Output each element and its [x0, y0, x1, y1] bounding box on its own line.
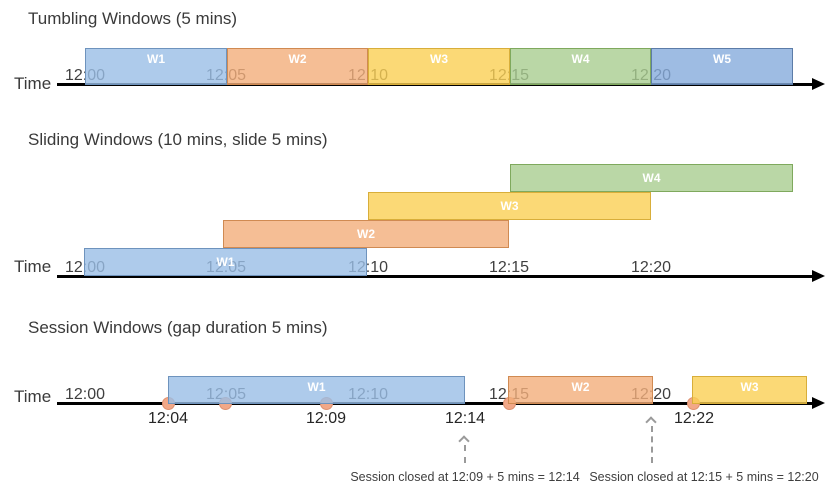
tick-label: 12:00 — [64, 386, 106, 403]
window-label: W1 — [216, 255, 235, 269]
window-label: W1 — [147, 52, 165, 66]
window-w4: W4 — [510, 48, 651, 85]
window-label: W2 — [288, 52, 307, 66]
window-w3: W3 — [692, 376, 807, 404]
timeline — [57, 275, 812, 278]
window-label: W3 — [740, 380, 759, 394]
window-label: W4 — [571, 52, 590, 66]
time-axis-label: Time — [14, 387, 52, 406]
window-w1: W1 — [168, 376, 465, 404]
window-label: W2 — [357, 227, 375, 241]
annotation-text: Session closed at 12:09 + 5 mins = 12:14 — [350, 470, 580, 484]
window-w2: W2 — [508, 376, 653, 404]
window-w1: W1 — [85, 48, 227, 85]
window-label: W5 — [713, 52, 731, 66]
window-w2: W2 — [227, 48, 368, 85]
annotation-arrow-stem — [651, 426, 653, 463]
window-label: W3 — [500, 199, 519, 213]
event-time-label: 12:14 — [444, 410, 486, 427]
time-axis-label: Time — [14, 257, 52, 276]
tick-label: 12:15 — [488, 259, 530, 276]
window-w5: W5 — [651, 48, 793, 85]
annotation-arrow-stem — [464, 445, 466, 463]
window-w3: W3 — [368, 192, 651, 220]
section-title-tumbling: Tumbling Windows (5 mins) — [28, 9, 238, 28]
annotation-text: Session closed at 12:15 + 5 mins = 12:20 — [589, 470, 819, 484]
section-title-session: Session Windows (gap duration 5 mins) — [28, 318, 328, 337]
event-time-label: 12:04 — [147, 410, 189, 427]
window-w2: W2 — [223, 220, 509, 248]
timeline-arrowhead-icon — [812, 397, 825, 409]
window-w3: W3 — [368, 48, 510, 85]
window-label: W2 — [571, 380, 590, 394]
timeline-arrowhead-icon — [812, 78, 825, 90]
window-w1: W1 — [84, 248, 367, 276]
tick-label: 12:20 — [630, 259, 672, 276]
section-title-sliding: Sliding Windows (10 mins, slide 5 mins) — [28, 130, 328, 149]
window-label: W1 — [307, 380, 326, 394]
event-time-label: 12:22 — [673, 410, 715, 427]
window-label: W3 — [430, 52, 448, 66]
time-axis-label: Time — [14, 74, 52, 93]
timeline-arrowhead-icon — [812, 270, 825, 282]
window-w4: W4 — [510, 164, 793, 192]
window-label: W4 — [642, 171, 661, 185]
event-time-label: 12:09 — [305, 410, 347, 427]
